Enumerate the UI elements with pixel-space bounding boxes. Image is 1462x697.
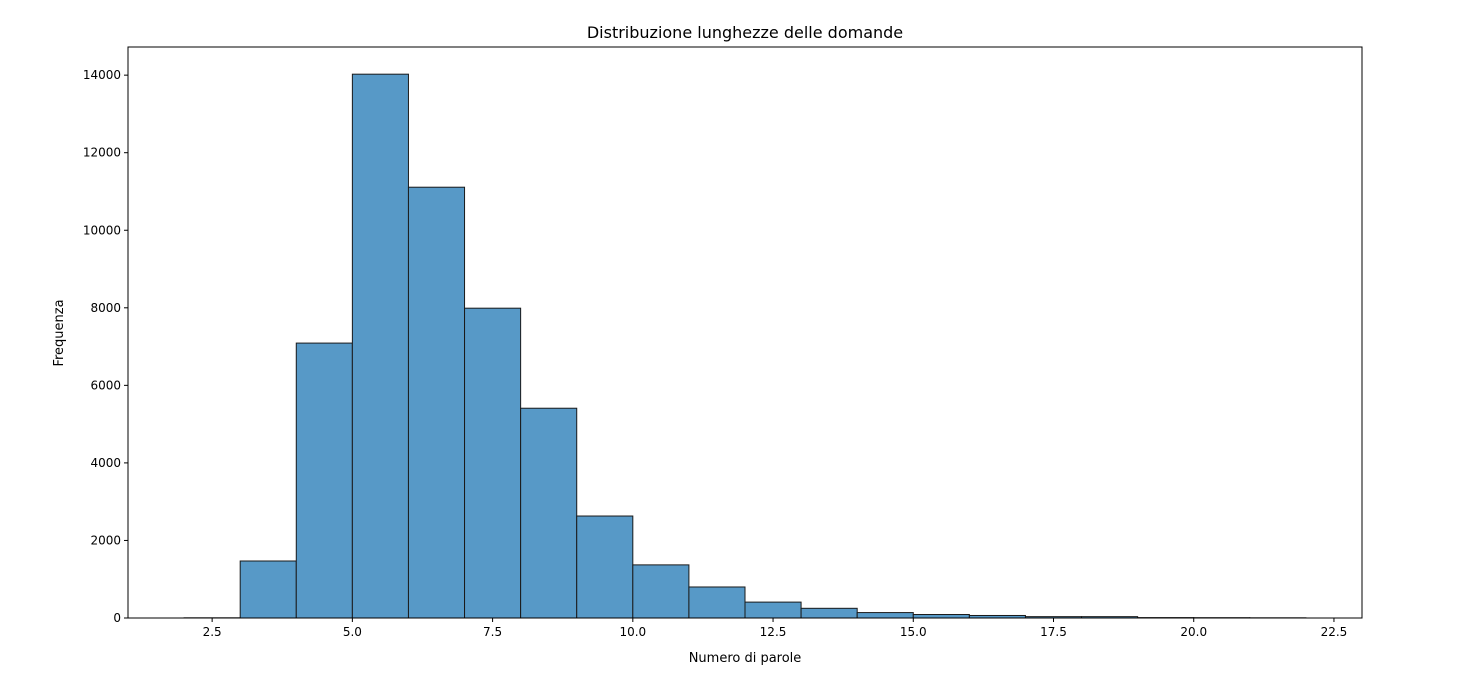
x-tick-label: 7.5: [483, 625, 502, 639]
x-axis-label: Numero di parole: [689, 651, 802, 666]
histogram-bar: [913, 615, 969, 618]
y-axis-label: Frequenza: [52, 299, 67, 366]
histogram-bar: [857, 613, 913, 618]
histogram-bar: [801, 608, 857, 618]
chart-title: Distribuzione lunghezze delle domande: [587, 23, 903, 42]
x-tick-label: 17.5: [1040, 625, 1067, 639]
histogram-bar: [689, 587, 745, 618]
x-tick-label: 20.0: [1180, 625, 1207, 639]
histogram-bar: [240, 561, 296, 618]
y-tick-label: 12000: [83, 146, 121, 160]
y-tick-label: 6000: [90, 378, 121, 392]
y-tick-label: 4000: [90, 456, 121, 470]
y-tick-label: 2000: [90, 533, 121, 547]
x-tick-label: 2.5: [203, 625, 222, 639]
histogram-bar: [465, 308, 521, 618]
x-tick-label: 10.0: [619, 625, 646, 639]
histogram-bar: [633, 565, 689, 618]
histogram-bar: [296, 343, 352, 618]
x-tick-label: 12.5: [760, 625, 787, 639]
y-tick-label: 0: [113, 611, 121, 625]
y-tick-label: 8000: [90, 301, 121, 315]
y-tick-label: 10000: [83, 223, 121, 237]
histogram-bar: [352, 74, 408, 618]
histogram-bar: [408, 187, 464, 618]
x-tick-label: 5.0: [343, 625, 362, 639]
histogram-bar: [521, 408, 577, 618]
x-tick-label: 15.0: [900, 625, 927, 639]
x-tick-label: 22.5: [1321, 625, 1348, 639]
histogram-bar: [745, 602, 801, 618]
y-tick-label: 14000: [83, 68, 121, 82]
histogram-bar: [577, 516, 633, 618]
